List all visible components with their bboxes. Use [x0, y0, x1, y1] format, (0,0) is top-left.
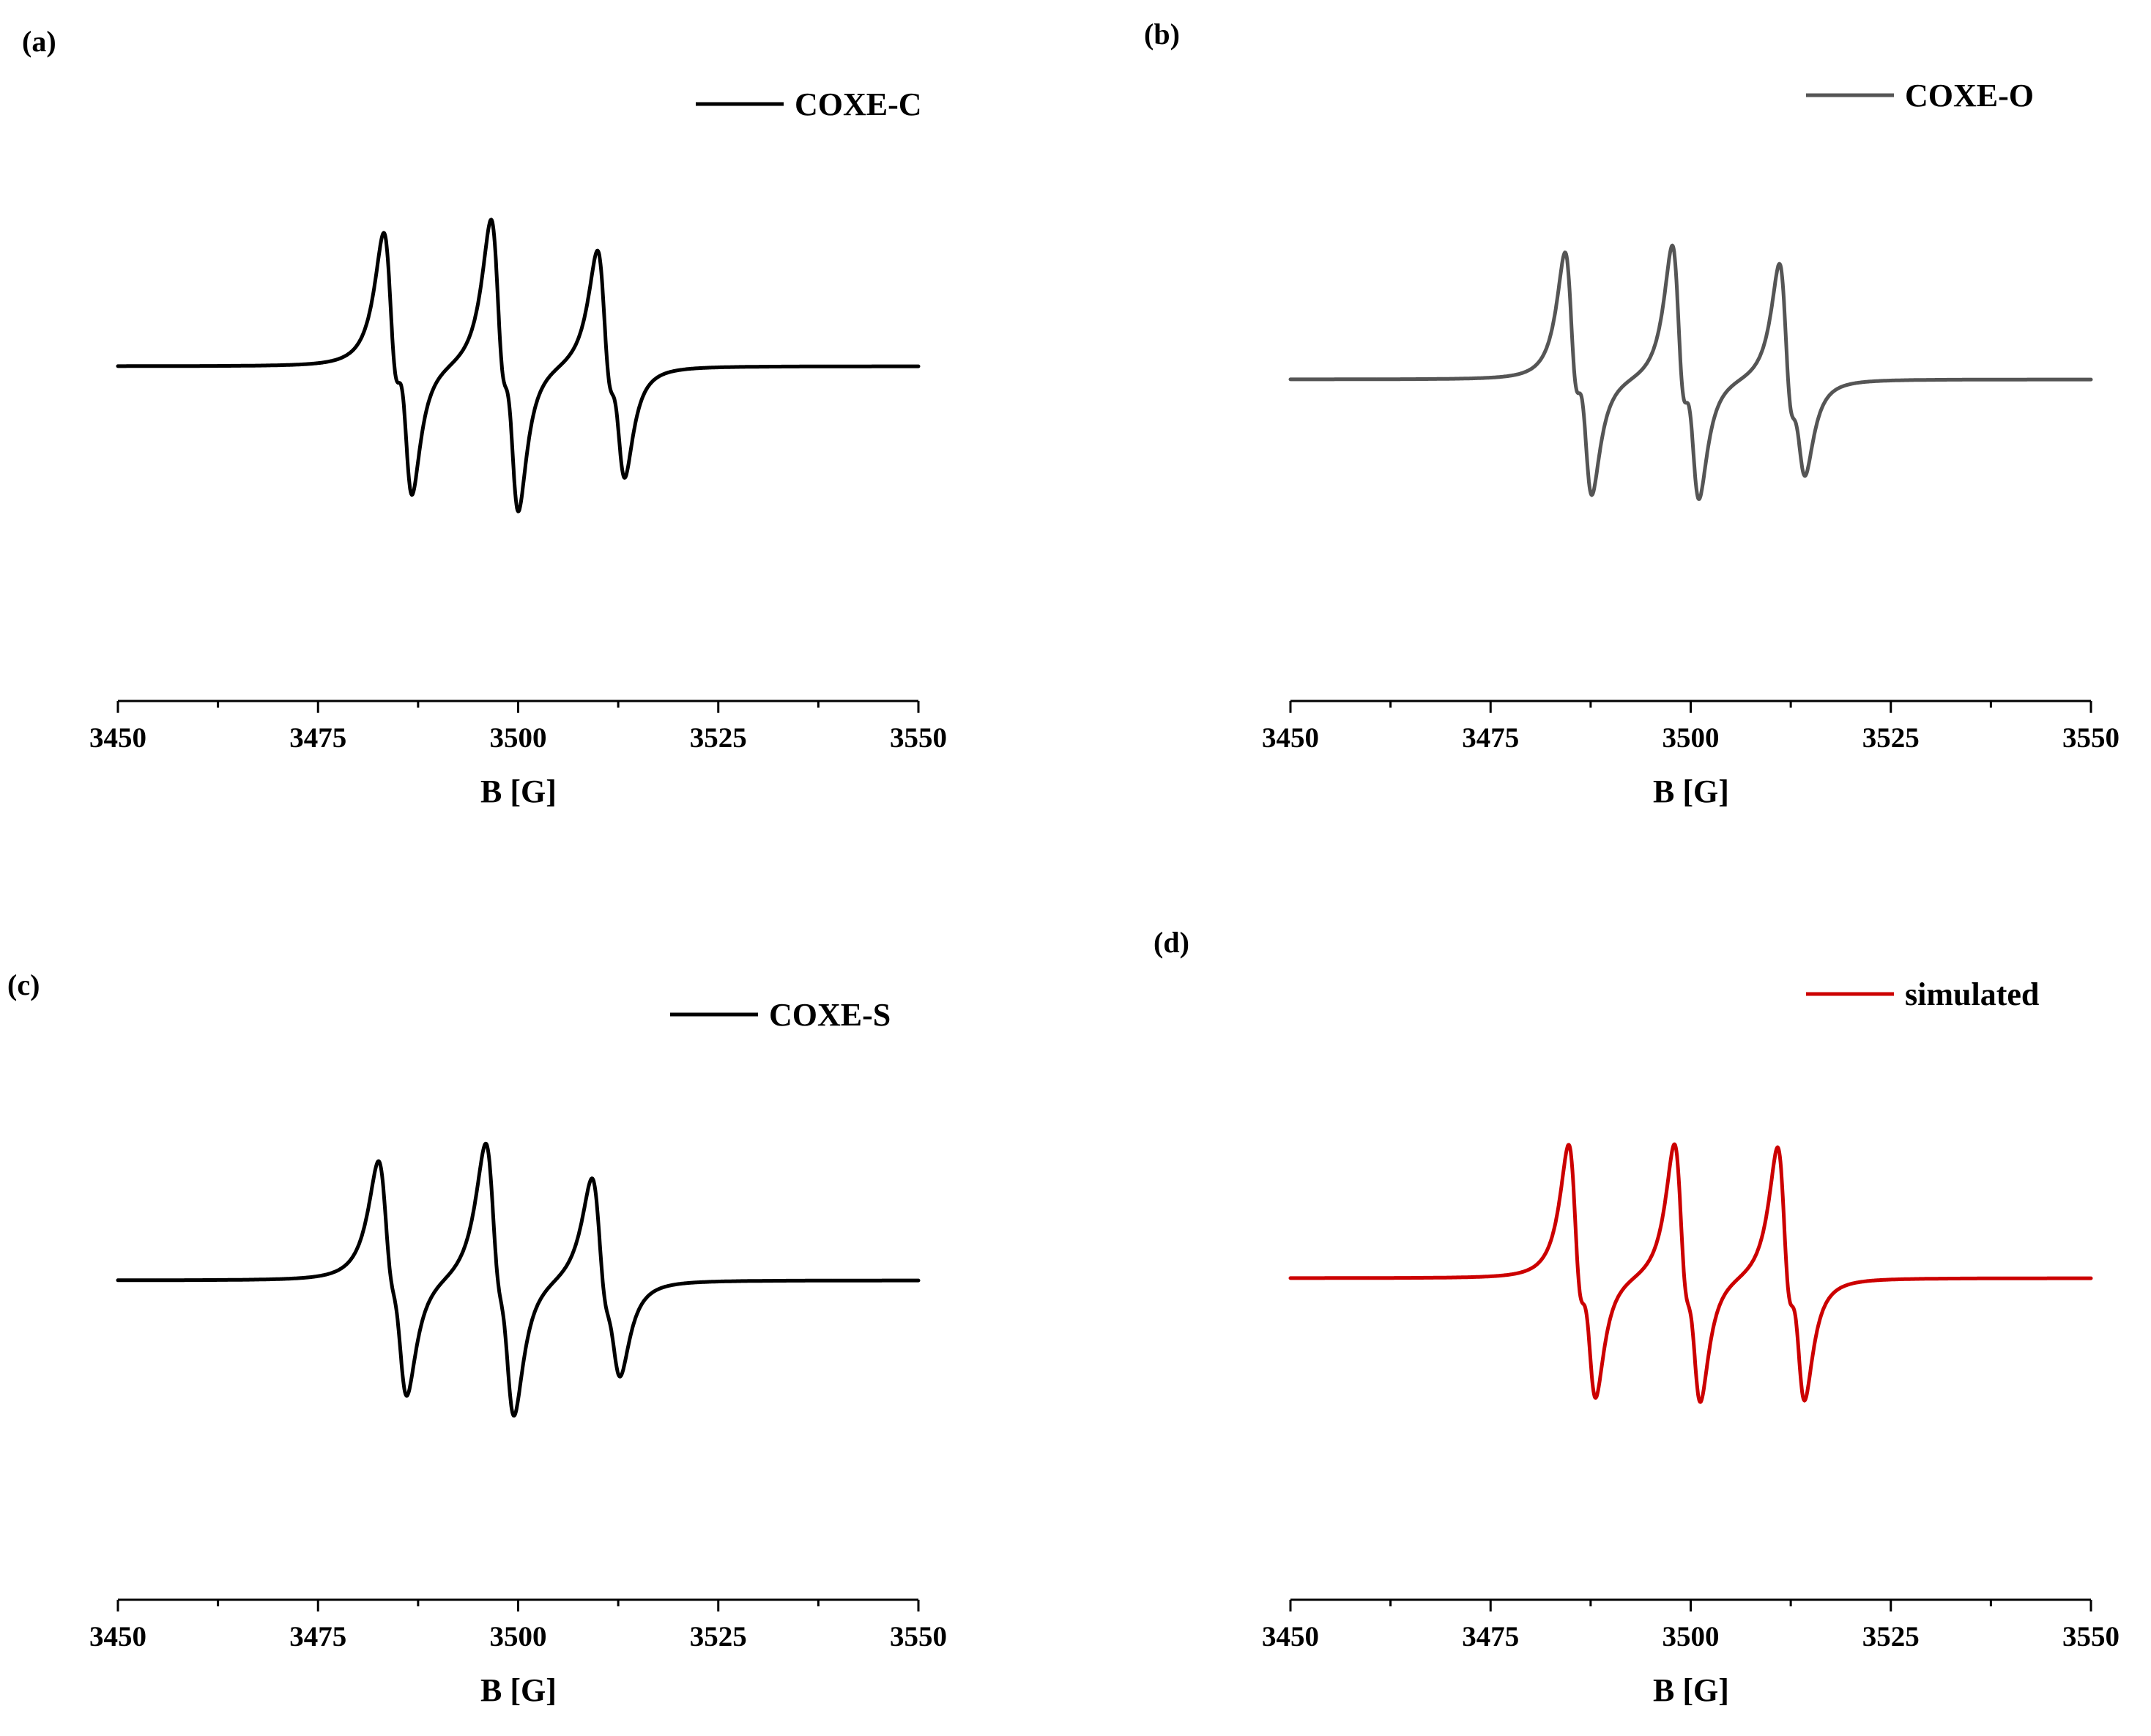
panel-label: (c) — [7, 968, 40, 1001]
x-axis-title: B [G] — [1653, 774, 1729, 809]
x-tick-label: 3450 — [1262, 1621, 1319, 1652]
x-tick-label: 3500 — [1663, 1621, 1720, 1652]
x-tick-label: 3500 — [1663, 722, 1720, 754]
x-tick-label: 3550 — [2062, 1621, 2120, 1652]
spectrum-line-coxe-o — [1288, 243, 2093, 501]
spectrum-line-coxe-c — [116, 218, 921, 513]
legend-label: COXE-O — [1905, 78, 2034, 114]
x-tick-label: 3550 — [890, 1621, 947, 1652]
x-axis-ticks: 3450 3475 3500 3525 3550 — [1262, 701, 2120, 754]
x-tick-label: 3475 — [1462, 1621, 1519, 1652]
spectrum-line-simulated — [1288, 1142, 2093, 1404]
x-tick-label: 3525 — [690, 722, 747, 754]
panel-label: (a) — [22, 25, 56, 58]
panel-b: (b) 3450 3475 3500 3525 3550 COXE-O B [G] — [1144, 18, 2120, 809]
x-tick-label: 3525 — [1862, 722, 1920, 754]
panel-a: (a) 3450 3475 3500 3525 3550 COXE-C B [G] — [22, 25, 947, 809]
x-axis-title: B [G] — [1653, 1672, 1729, 1708]
panel-label: (d) — [1153, 926, 1189, 959]
legend-label: COXE-C — [795, 86, 922, 122]
x-tick-label: 3475 — [289, 722, 346, 754]
x-tick-label: 3450 — [89, 1621, 146, 1652]
legend-label: simulated — [1905, 976, 2039, 1012]
x-axis-title: B [G] — [480, 774, 557, 809]
x-axis-ticks: 3450 3475 3500 3525 3550 — [1262, 1600, 2120, 1652]
x-axis-ticks: 3450 3475 3500 3525 3550 — [89, 1600, 947, 1652]
x-tick-label: 3450 — [1262, 722, 1319, 754]
x-tick-label: 3475 — [1462, 722, 1519, 754]
legend-label: COXE-S — [769, 997, 891, 1033]
x-tick-label: 3550 — [890, 722, 947, 754]
x-axis-title: B [G] — [480, 1672, 557, 1708]
panel-c: (c) 3450 3475 3500 3525 3550 COXE-S B [G] — [7, 968, 947, 1708]
x-tick-label: 3500 — [490, 1621, 547, 1652]
x-tick-label: 3525 — [1862, 1621, 1920, 1652]
spectrum-line-coxe-s — [116, 1141, 921, 1418]
panel-label: (b) — [1144, 18, 1180, 51]
x-tick-label: 3500 — [490, 722, 547, 754]
x-axis-ticks: 3450 3475 3500 3525 3550 — [89, 701, 947, 754]
panel-d: (d) 3450 3475 3500 3525 3550 simulated B [G] — [1153, 926, 2120, 1708]
x-tick-label: 3550 — [2062, 722, 2120, 754]
x-tick-label: 3475 — [289, 1621, 346, 1652]
x-tick-label: 3525 — [690, 1621, 747, 1652]
x-tick-label: 3450 — [89, 722, 146, 754]
